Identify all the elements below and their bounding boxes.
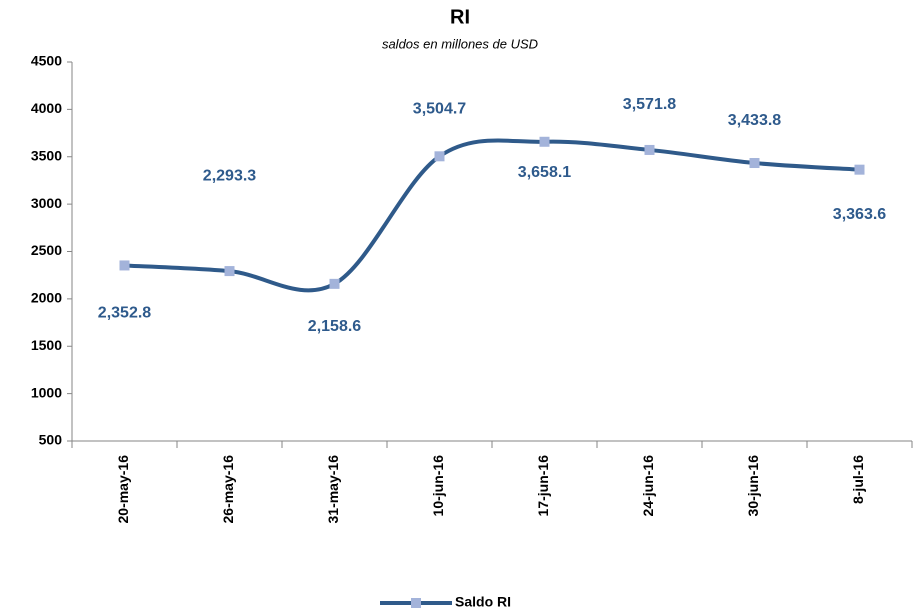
chart-title: RI xyxy=(450,6,470,28)
y-tick-label: 1500 xyxy=(31,337,62,353)
x-tick-label: 20-may-16 xyxy=(115,455,131,524)
x-tick-label: 8-jul-16 xyxy=(850,455,866,504)
y-tick-label: 3500 xyxy=(31,147,62,163)
y-tick-label: 2000 xyxy=(31,290,62,306)
y-tick-label: 1000 xyxy=(31,384,62,400)
line xyxy=(124,138,860,293)
marker xyxy=(749,158,760,169)
marker xyxy=(224,266,235,277)
marker xyxy=(329,278,340,289)
marker xyxy=(539,136,550,147)
data-label: 3,363.6 xyxy=(833,206,886,223)
y-tick-label: 3000 xyxy=(31,195,62,211)
chart-subtitle: saldos en millones de USD xyxy=(382,36,538,51)
x-tick-label: 17-jun-16 xyxy=(535,455,551,517)
x-tick-label: 24-jun-16 xyxy=(640,455,656,517)
legend-label: Saldo RI xyxy=(455,594,511,610)
y-tick-label: 4000 xyxy=(31,100,62,116)
data-label: 2,352.8 xyxy=(98,305,151,322)
x-tick-label: 31-may-16 xyxy=(325,455,341,524)
data-label: 3,504.7 xyxy=(413,101,466,118)
marker xyxy=(434,151,445,162)
data-label: 2,158.6 xyxy=(308,318,361,335)
y-tick-label: 4500 xyxy=(31,53,62,69)
x-tick-label: 30-jun-16 xyxy=(745,455,761,517)
y-tick-label: 500 xyxy=(39,432,63,448)
data-label: 3,433.8 xyxy=(728,112,781,129)
data-label: 3,571.8 xyxy=(623,96,676,113)
marker xyxy=(854,164,865,175)
y-tick-label: 2500 xyxy=(31,242,62,258)
marker xyxy=(119,260,130,271)
legend-marker xyxy=(411,598,421,608)
data-label: 2,293.3 xyxy=(203,167,256,184)
x-tick-label: 10-jun-16 xyxy=(430,455,446,517)
data-label: 3,658.1 xyxy=(518,164,571,181)
marker xyxy=(644,144,655,155)
x-tick-label: 26-may-16 xyxy=(220,455,236,524)
